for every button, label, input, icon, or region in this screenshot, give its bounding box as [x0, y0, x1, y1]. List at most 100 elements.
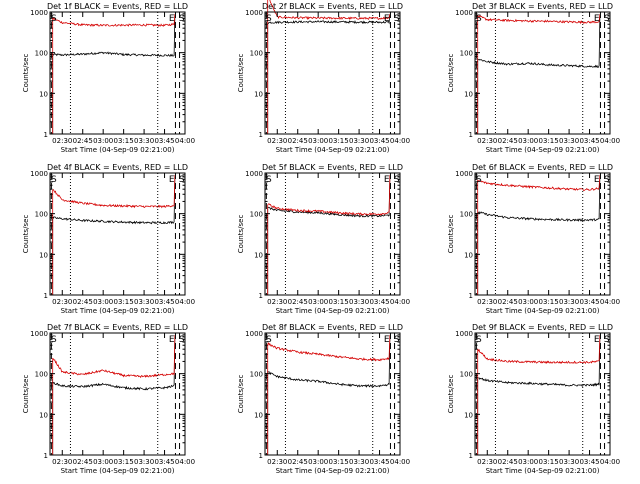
x-tick-label: 02:45 — [498, 137, 518, 145]
x-tick-label: 02:45 — [288, 458, 308, 466]
y-tick-label: 1 — [469, 131, 473, 139]
y-tick-label: 100 — [460, 371, 473, 379]
y-axis-label: Counts/sec — [447, 215, 455, 254]
series-line-events — [52, 13, 176, 134]
x-tick-label: 02:30 — [52, 458, 72, 466]
series-line-lld — [477, 13, 601, 134]
series-line-lld — [267, 174, 391, 295]
x-tick-label: 03:30 — [134, 458, 154, 466]
y-tick-label: 1 — [259, 452, 263, 460]
x-tick-label: 03:30 — [559, 458, 579, 466]
x-tick-label: 03:15 — [114, 137, 134, 145]
x-tick-label: 02:30 — [267, 298, 287, 306]
y-tick-label: 1 — [469, 292, 473, 300]
marker-label-s: S — [476, 14, 482, 24]
x-tick-label: 03:45 — [369, 298, 389, 306]
chart-title: Det 7f BLACK = Events, RED = LLD — [47, 323, 188, 332]
marker-label-s: S — [266, 175, 272, 185]
x-tick-label: 04:00 — [175, 458, 195, 466]
x-tick-label: 02:30 — [267, 458, 287, 466]
x-tick-label: 03:00 — [93, 298, 113, 306]
chart-title: Det 9f BLACK = Events, RED = LLD — [472, 323, 613, 332]
marker-label-e: E — [594, 14, 600, 24]
marker-label-e: E — [384, 175, 390, 185]
plot-frame — [49, 11, 186, 135]
y-tick-label: 1000 — [30, 330, 48, 338]
chart-title: Det 4f BLACK = Events, RED = LLD — [47, 163, 188, 172]
chart-title: Det 1f BLACK = Events, RED = LLD — [47, 2, 188, 11]
y-tick-label: 10 — [464, 251, 473, 259]
y-axis-label: Counts/sec — [237, 54, 245, 93]
marker-label-s: S — [266, 14, 272, 24]
marker-label-s: S — [51, 335, 57, 345]
x-tick-label: 02:30 — [477, 458, 497, 466]
plot-frame — [264, 332, 401, 456]
series-line-events — [52, 334, 176, 455]
x-tick-label: 03:30 — [134, 298, 154, 306]
x-axis-label: Start Time (04-Sep-09 02:21:00) — [61, 467, 175, 475]
marker-label-s-end: S — [394, 14, 400, 24]
x-tick-label: 02:30 — [477, 298, 497, 306]
x-tick-label: 03:00 — [93, 137, 113, 145]
marker-label-s: S — [266, 335, 272, 345]
x-tick-label: 02:45 — [288, 298, 308, 306]
series-line-lld — [267, 0, 391, 134]
y-tick-label: 10 — [39, 411, 48, 419]
y-tick-label: 10 — [464, 411, 473, 419]
plot-frame — [264, 11, 401, 135]
x-tick-label: 04:00 — [600, 137, 620, 145]
x-tick-label: 04:00 — [390, 458, 410, 466]
x-tick-label: 03:15 — [329, 458, 349, 466]
x-tick-label: 04:00 — [600, 298, 620, 306]
x-tick-label: 03:30 — [559, 298, 579, 306]
marker-label-s: S — [51, 14, 57, 24]
x-axis-label: Start Time (04-Sep-09 02:21:00) — [276, 146, 390, 154]
chart-title: Det 2f BLACK = Events, RED = LLD — [262, 2, 403, 11]
x-axis-label: Start Time (04-Sep-09 02:21:00) — [486, 467, 600, 475]
marker-label-e: E — [169, 335, 175, 345]
marker-label-s-end: S — [179, 175, 185, 185]
y-tick-label: 1000 — [30, 9, 48, 17]
x-tick-label: 03:00 — [308, 458, 328, 466]
marker-label-s: S — [51, 175, 57, 185]
y-tick-label: 1 — [44, 292, 48, 300]
x-tick-label: 03:00 — [518, 298, 538, 306]
y-tick-label: 1000 — [30, 170, 48, 178]
marker-label-e: E — [169, 175, 175, 185]
y-tick-label: 1 — [44, 131, 48, 139]
x-axis-label: Start Time (04-Sep-09 02:21:00) — [276, 307, 390, 315]
series-line-lld — [52, 13, 176, 134]
x-tick-label: 03:15 — [329, 298, 349, 306]
x-tick-label: 03:00 — [308, 298, 328, 306]
x-tick-label: 02:45 — [73, 137, 93, 145]
x-tick-label: 02:30 — [477, 137, 497, 145]
marker-label-e: E — [594, 335, 600, 345]
series-line-events — [267, 174, 391, 295]
y-tick-label: 10 — [464, 90, 473, 98]
x-tick-label: 03:00 — [93, 458, 113, 466]
y-tick-label: 100 — [35, 50, 48, 58]
x-axis-label: Start Time (04-Sep-09 02:21:00) — [61, 146, 175, 154]
x-tick-label: 03:15 — [539, 137, 559, 145]
x-tick-label: 03:30 — [134, 137, 154, 145]
series-line-lld — [52, 334, 176, 455]
x-tick-label: 03:45 — [579, 458, 599, 466]
x-axis-label: Start Time (04-Sep-09 02:21:00) — [486, 146, 600, 154]
plot-frame — [474, 172, 611, 296]
y-axis-label: Counts/sec — [22, 375, 30, 414]
x-tick-label: 04:00 — [600, 458, 620, 466]
y-tick-label: 100 — [35, 211, 48, 219]
y-tick-label: 1 — [259, 292, 263, 300]
y-tick-label: 100 — [460, 211, 473, 219]
x-tick-label: 03:45 — [579, 137, 599, 145]
x-tick-label: 03:00 — [308, 137, 328, 145]
marker-label-e: E — [384, 335, 390, 345]
y-tick-label: 1 — [259, 131, 263, 139]
x-axis-label: Start Time (04-Sep-09 02:21:00) — [61, 307, 175, 315]
x-tick-label: 02:45 — [498, 298, 518, 306]
x-tick-label: 03:00 — [518, 137, 538, 145]
